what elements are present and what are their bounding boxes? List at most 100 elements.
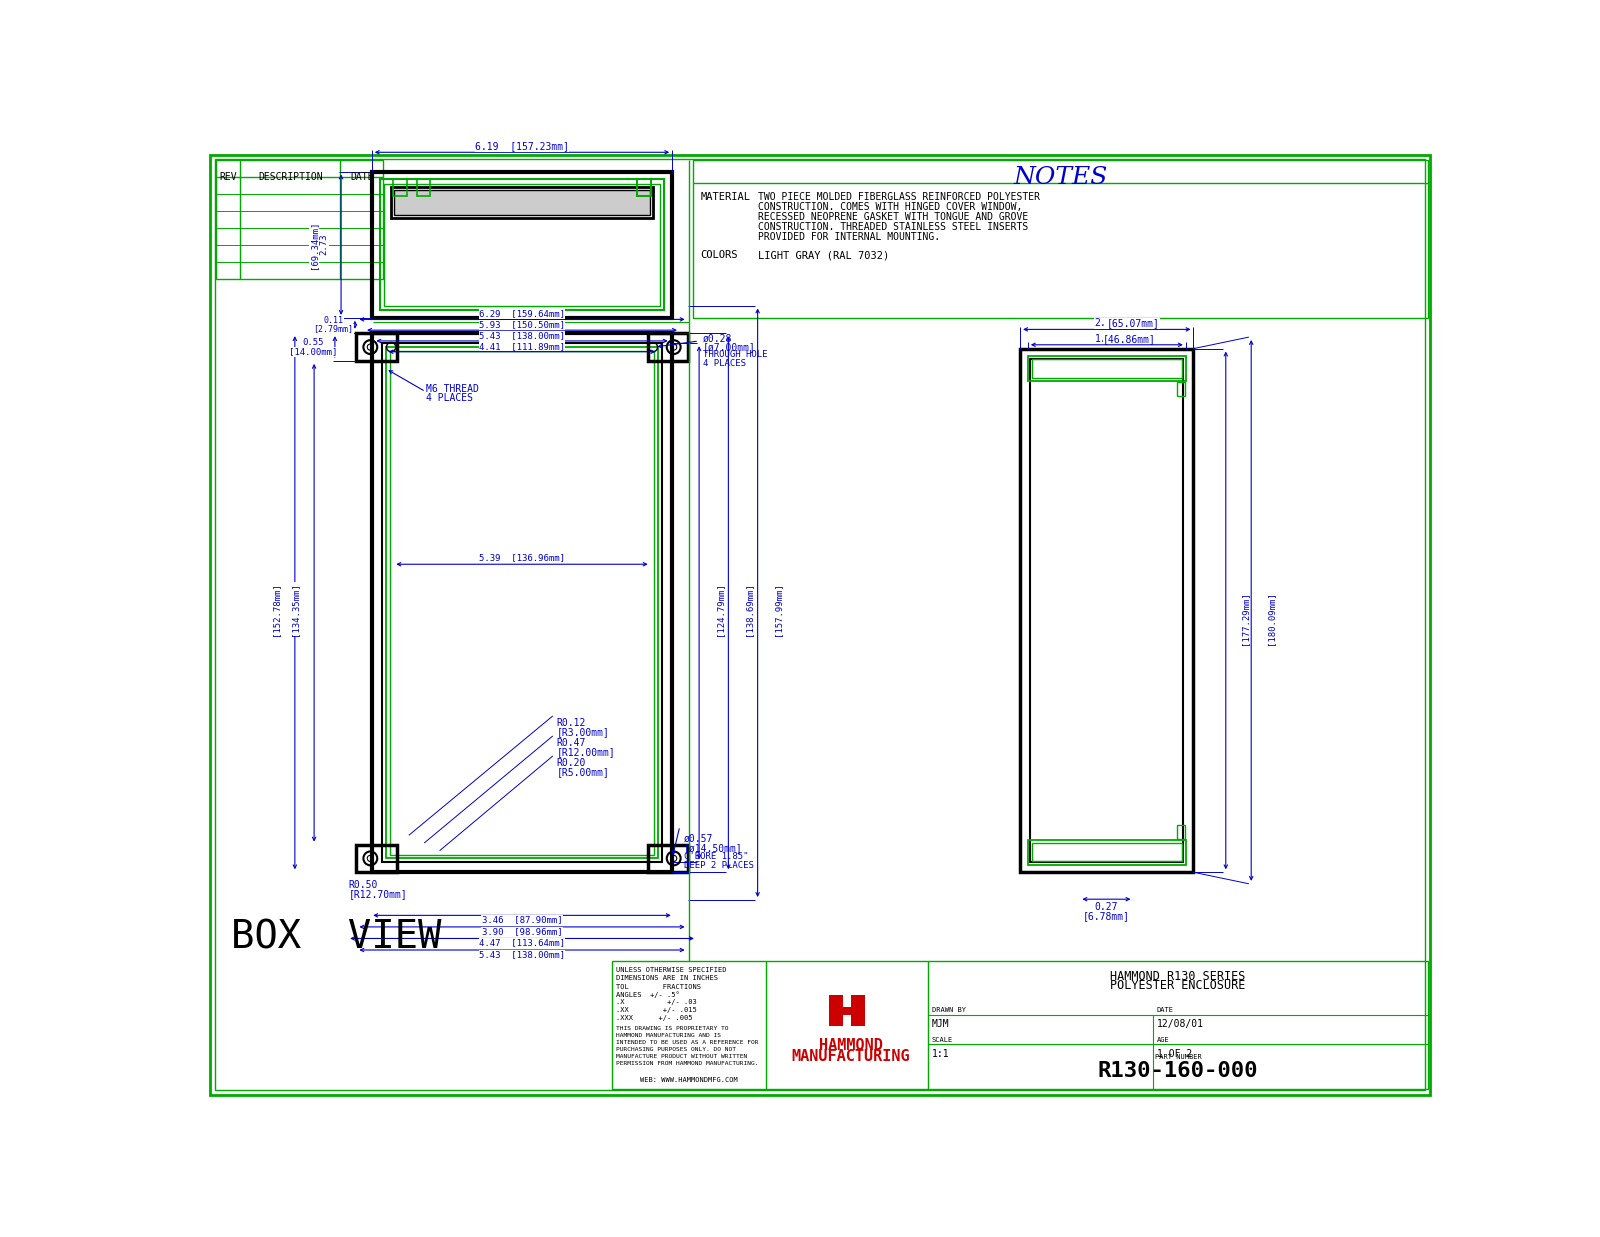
Text: 4 PLACES: 4 PLACES [426, 393, 472, 403]
Text: R130-160-000: R130-160-000 [1098, 1061, 1258, 1081]
Text: TOL        FRACTIONS: TOL FRACTIONS [616, 983, 701, 990]
Bar [1027, 840, 1186, 865]
Bar [371, 172, 672, 318]
Text: 6.22: 6.22 [773, 586, 782, 607]
Text: M6 THREAD: M6 THREAD [426, 383, 478, 395]
Text: .X          +/- .03: .X +/- .03 [616, 999, 696, 1006]
Text: NOTES: NOTES [1013, 166, 1107, 189]
Text: PART NUMBER: PART NUMBER [1155, 1054, 1202, 1060]
Bar [216, 160, 384, 280]
Text: .XXX      +/- .005: .XXX +/- .005 [616, 1014, 693, 1021]
Bar [648, 845, 688, 872]
Text: [R3.00mm]: [R3.00mm] [557, 727, 610, 737]
Text: SCALE: SCALE [931, 1037, 954, 1043]
Text: 4.41  [111.89mm]: 4.41 [111.89mm] [478, 341, 565, 351]
Text: HAMMOND R130 SERIES: HAMMOND R130 SERIES [1110, 970, 1246, 983]
Text: 5.43  [138.00mm]: 5.43 [138.00mm] [478, 950, 565, 959]
Text: 5.43  [138.00mm]: 5.43 [138.00mm] [478, 332, 565, 340]
Text: 1.85: 1.85 [1094, 334, 1118, 344]
Bar [693, 160, 1429, 318]
Bar [613, 961, 1429, 1090]
Text: ø0.28: ø0.28 [702, 333, 733, 343]
Text: [138.69mm]: [138.69mm] [744, 583, 754, 636]
Text: POLYESTER ENCLOSURE: POLYESTER ENCLOSURE [1110, 980, 1246, 992]
Text: 0.11: 0.11 [323, 317, 344, 325]
Text: 4.91: 4.91 [715, 586, 723, 607]
Text: R0.12: R0.12 [557, 719, 586, 729]
Text: 1:1: 1:1 [931, 1049, 949, 1059]
Text: 6.98: 6.98 [1240, 594, 1250, 615]
Text: CONSTRUCTION. COMES WITH HINGED COVER WINDOW,: CONSTRUCTION. COMES WITH HINGED COVER WI… [758, 203, 1022, 213]
Text: 0.55: 0.55 [302, 338, 325, 348]
Text: [R5.00mm]: [R5.00mm] [557, 767, 610, 778]
Text: COLORS: COLORS [701, 250, 738, 260]
Bar [386, 348, 658, 858]
Text: MANUFACTURE PRODUCT WITHOUT WRITTEN: MANUFACTURE PRODUCT WITHOUT WRITTEN [616, 1054, 747, 1059]
Text: HAMMOND: HAMMOND [819, 1038, 883, 1053]
Bar [829, 996, 843, 1027]
Text: ANGLES  +/- .5°: ANGLES +/- .5° [616, 992, 680, 998]
Bar [648, 333, 688, 361]
Text: 5.93  [150.50mm]: 5.93 [150.50mm] [478, 320, 565, 329]
Text: 5.39  [136.96mm]: 5.39 [136.96mm] [478, 554, 565, 563]
Text: CONSTRUCTION. THREADED STAINLESS STEEL INSERTS: CONSTRUCTION. THREADED STAINLESS STEEL I… [758, 223, 1029, 233]
Text: 6.29  [159.64mm]: 6.29 [159.64mm] [478, 309, 565, 318]
Text: MJM: MJM [931, 1019, 949, 1029]
Text: R0.20: R0.20 [557, 758, 586, 768]
Bar [390, 187, 653, 218]
Bar [637, 179, 651, 197]
Text: .XX        +/- .015: .XX +/- .015 [616, 1007, 696, 1013]
Bar [371, 333, 672, 872]
Text: [134.35mm]: [134.35mm] [290, 583, 299, 636]
Text: DEEP 2 PLACES: DEEP 2 PLACES [683, 861, 754, 871]
Bar [1030, 359, 1184, 862]
Bar [416, 179, 430, 197]
Bar [382, 343, 662, 862]
Text: 2.56: 2.56 [1094, 318, 1118, 328]
Text: 4 PLACES: 4 PLACES [702, 359, 746, 367]
Bar [851, 996, 864, 1027]
Text: LIGHT GRAY (RAL 7032): LIGHT GRAY (RAL 7032) [758, 250, 890, 260]
Text: 3.46  [87.90mm]: 3.46 [87.90mm] [482, 915, 562, 924]
Bar [1178, 825, 1186, 839]
Text: [46.86mm]: [46.86mm] [1102, 334, 1155, 344]
Text: [2.79mm]: [2.79mm] [314, 324, 354, 333]
Text: R0.50: R0.50 [349, 880, 378, 889]
Text: [ø7.00mm]: [ø7.00mm] [702, 341, 755, 351]
Text: PROVIDED FOR INTERNAL MOUNTING.: PROVIDED FOR INTERNAL MOUNTING. [758, 233, 941, 242]
Text: UNLESS OTHERWISE SPECIFIED: UNLESS OTHERWISE SPECIFIED [616, 967, 726, 974]
Text: [R12.70mm]: [R12.70mm] [349, 889, 408, 899]
Text: C'BORE 1.85": C'BORE 1.85" [683, 852, 749, 861]
Text: MATERIAL: MATERIAL [701, 192, 750, 203]
Text: AGE: AGE [1157, 1037, 1170, 1043]
Text: 7.09: 7.09 [1266, 594, 1275, 615]
Bar [357, 845, 397, 872]
Text: [6.78mm]: [6.78mm] [1083, 912, 1130, 922]
Text: BOX  VIEW: BOX VIEW [230, 918, 442, 956]
Text: THROUGH HOLE: THROUGH HOLE [702, 350, 768, 359]
Text: DESCRIPTION: DESCRIPTION [258, 172, 323, 182]
Text: 5.29: 5.29 [290, 586, 299, 607]
Text: MANUFACTURING: MANUFACTURING [792, 1049, 910, 1064]
Text: 1 OF 2: 1 OF 2 [1157, 1049, 1192, 1059]
Text: [152.78mm]: [152.78mm] [270, 583, 280, 636]
Bar [1032, 360, 1182, 377]
Text: 6.19  [157.23mm]: 6.19 [157.23mm] [475, 141, 570, 151]
Text: [124.79mm]: [124.79mm] [715, 583, 723, 636]
Text: DRAWN BY: DRAWN BY [931, 1007, 966, 1013]
Text: [180.09mm]: [180.09mm] [1266, 591, 1275, 644]
Text: 12/08/01: 12/08/01 [1157, 1019, 1203, 1029]
Text: 5.46: 5.46 [744, 586, 754, 607]
Text: ø0.57: ø0.57 [683, 834, 714, 844]
Bar [389, 351, 654, 855]
Text: [ø14.50mm]: [ø14.50mm] [683, 842, 742, 854]
Text: INTENDED TO BE USED AS A REFERENCE FOR: INTENDED TO BE USED AS A REFERENCE FOR [616, 1040, 758, 1045]
Bar [379, 179, 664, 310]
Bar [384, 184, 659, 306]
Text: WEB: WWW.HAMMONDMFG.COM: WEB: WWW.HAMMONDMFG.COM [640, 1077, 738, 1084]
Bar [357, 333, 397, 361]
Text: [157.99mm]: [157.99mm] [773, 583, 782, 636]
Text: 0.27: 0.27 [1094, 902, 1118, 912]
Text: [65.07mm]: [65.07mm] [1107, 318, 1160, 328]
Bar [637, 179, 651, 197]
